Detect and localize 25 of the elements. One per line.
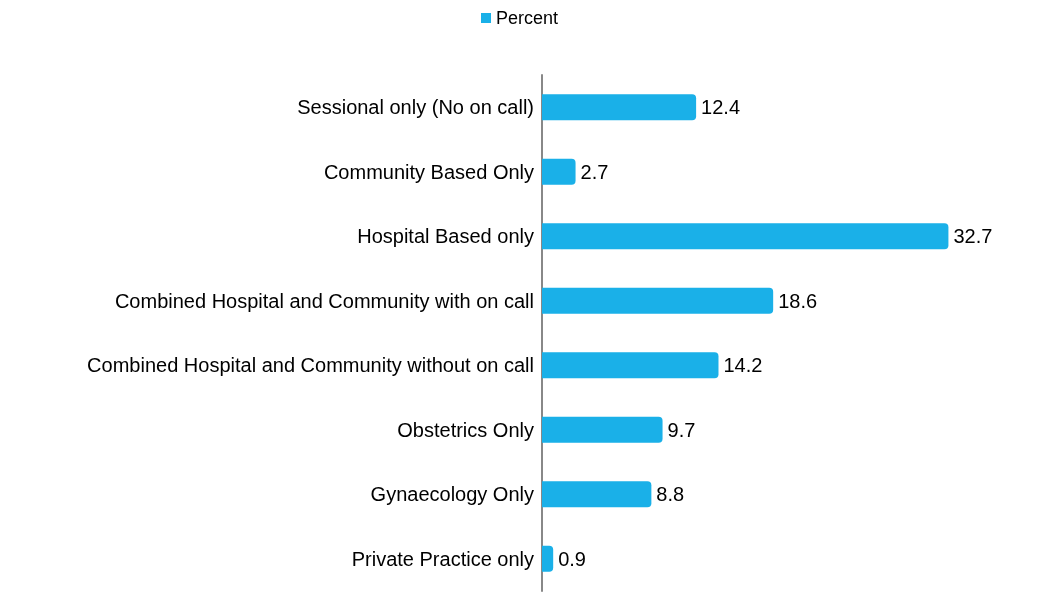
data-label: 14.2	[723, 354, 763, 377]
bar	[542, 352, 719, 379]
data-label: 8.8	[656, 483, 685, 506]
bar	[542, 481, 652, 508]
data-label: 18.6	[778, 289, 818, 312]
bar	[542, 287, 774, 314]
data-label: 12.4	[701, 96, 741, 119]
data-label: 9.7	[667, 418, 696, 441]
bar	[542, 223, 949, 250]
bar	[542, 158, 576, 185]
data-label: 2.7	[580, 160, 609, 183]
data-label: 32.7	[953, 225, 993, 248]
y-tick-label: Private Practice only	[351, 547, 534, 570]
legend-label: Percent	[495, 8, 559, 28]
y-tick-label: Combined Hospital and Community with on call	[114, 289, 534, 312]
y-tick-label: Obstetrics Only	[397, 418, 534, 441]
bar	[542, 545, 554, 572]
y-tick-label: Community Based Only	[323, 160, 534, 183]
y-tick-label: Hospital Based only	[357, 225, 534, 248]
y-tick-label: Gynaecology Only	[370, 483, 534, 506]
bar	[542, 416, 663, 443]
y-tick-label: Sessional only (No on call)	[297, 96, 534, 119]
data-label: 0.9	[558, 547, 586, 570]
bar	[542, 94, 697, 121]
y-tick-label: Combined Hospital and Community without on call	[87, 354, 534, 377]
